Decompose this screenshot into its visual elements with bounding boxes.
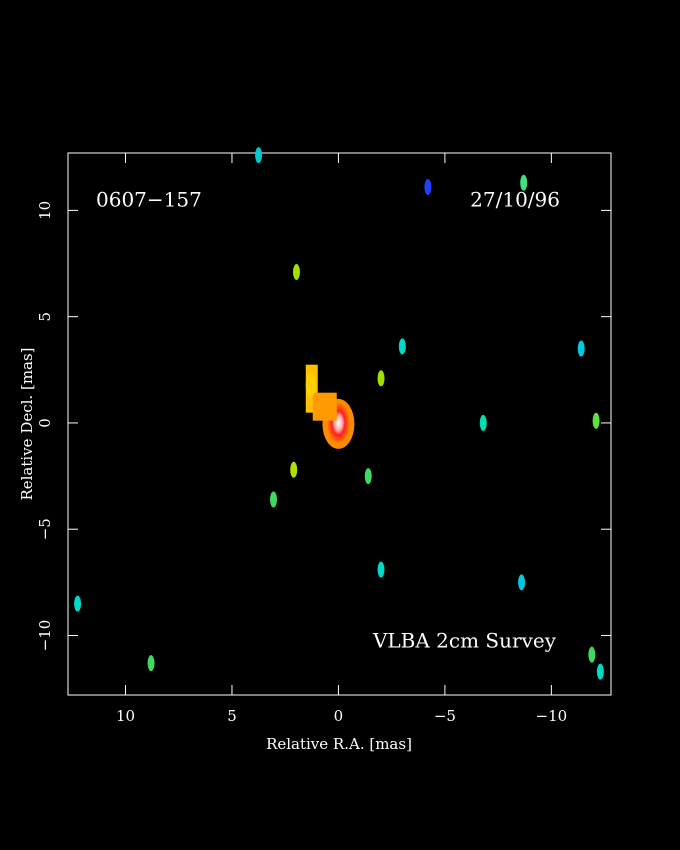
jet-knot [305, 372, 316, 397]
source-blob [74, 595, 82, 612]
source-blob [147, 655, 155, 672]
survey-label: VLBA 2cm Survey [372, 629, 557, 653]
x-axis-label: Relative R.A. [mas] [266, 735, 412, 753]
source-blob [255, 147, 263, 164]
source-blob [588, 646, 596, 663]
source-blob [596, 663, 604, 680]
x-tick-label: −5 [434, 707, 456, 725]
source-blob [290, 461, 298, 478]
y-tick-label: 10 [36, 201, 54, 220]
x-tick-label: 0 [334, 707, 344, 725]
x-tick-label: 5 [227, 707, 237, 725]
source-blob [377, 561, 385, 578]
source-blob [364, 468, 372, 485]
source-blob [269, 491, 277, 508]
source-label: 0607−157 [96, 188, 202, 212]
x-tick-label: −10 [536, 707, 568, 725]
y-tick-label: 0 [36, 418, 54, 428]
source-blob [424, 179, 432, 196]
y-axis-label: Relative Decl. [mas] [18, 347, 36, 500]
source-blob [577, 340, 585, 357]
jet [312, 392, 337, 421]
source-blob [518, 574, 526, 591]
x-tick-label: 10 [116, 707, 135, 725]
source-blob [520, 174, 528, 191]
y-tick-label: 5 [36, 312, 54, 322]
source-blob [398, 338, 406, 355]
date-label: 27/10/96 [470, 188, 560, 212]
y-tick-label: −10 [36, 620, 54, 652]
source-blob [479, 414, 487, 431]
plot-frame [67, 152, 612, 696]
source-blob [377, 370, 385, 387]
source-blob [292, 264, 300, 281]
y-tick-label: −5 [36, 518, 54, 540]
source-blob [592, 412, 600, 429]
